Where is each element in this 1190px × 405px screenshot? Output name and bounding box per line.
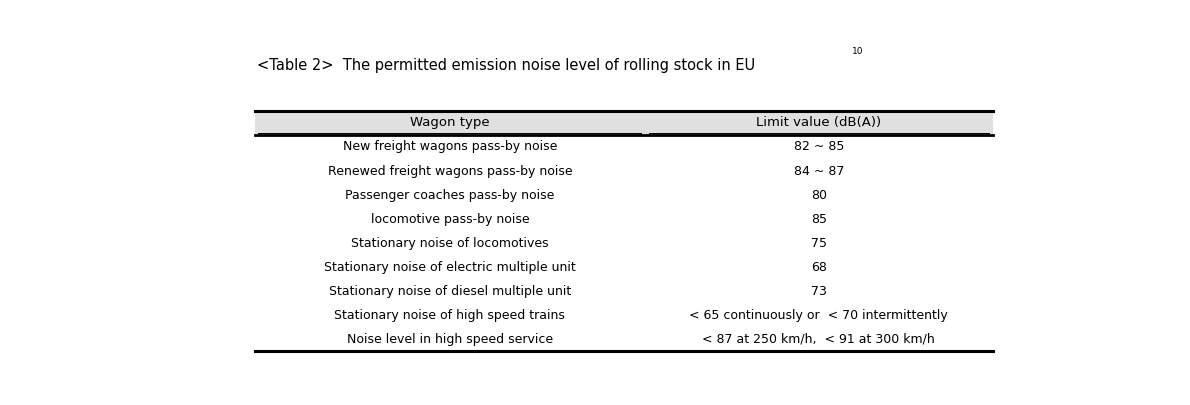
Text: locomotive pass-by noise: locomotive pass-by noise [370, 213, 530, 226]
Text: Noise level in high speed service: Noise level in high speed service [346, 333, 553, 345]
Text: Passenger coaches pass-by noise: Passenger coaches pass-by noise [345, 188, 555, 202]
Bar [255, 111, 992, 135]
Text: Stationary noise of diesel multiple unit: Stationary noise of diesel multiple unit [328, 285, 571, 298]
Text: 85: 85 [810, 213, 827, 226]
Text: 84 ~ 87: 84 ~ 87 [794, 164, 844, 177]
Text: 68: 68 [810, 260, 827, 273]
Text: Stationary noise of high speed trains: Stationary noise of high speed trains [334, 309, 565, 322]
Text: <Table 2>  The permitted emission noise level of rolling stock in EU: <Table 2> The permitted emission noise l… [257, 58, 754, 73]
Text: Stationary noise of locomotives: Stationary noise of locomotives [351, 237, 549, 249]
Text: 75: 75 [810, 237, 827, 249]
Text: 73: 73 [810, 285, 827, 298]
Text: Limit value (dB(A)): Limit value (dB(A)) [756, 117, 882, 130]
Text: Stationary noise of electric multiple unit: Stationary noise of electric multiple un… [324, 260, 576, 273]
Text: Renewed freight wagons pass-by noise: Renewed freight wagons pass-by noise [327, 164, 572, 177]
Text: New freight wagons pass-by noise: New freight wagons pass-by noise [343, 141, 557, 153]
Text: 80: 80 [810, 188, 827, 202]
Text: Wagon type: Wagon type [411, 117, 489, 130]
Text: 10: 10 [852, 47, 863, 56]
Text: 82 ~ 85: 82 ~ 85 [794, 141, 844, 153]
Text: < 65 continuously or  < 70 intermittently: < 65 continuously or < 70 intermittently [689, 309, 948, 322]
Text: < 87 at 250 km/h,  < 91 at 300 km/h: < 87 at 250 km/h, < 91 at 300 km/h [702, 333, 935, 345]
